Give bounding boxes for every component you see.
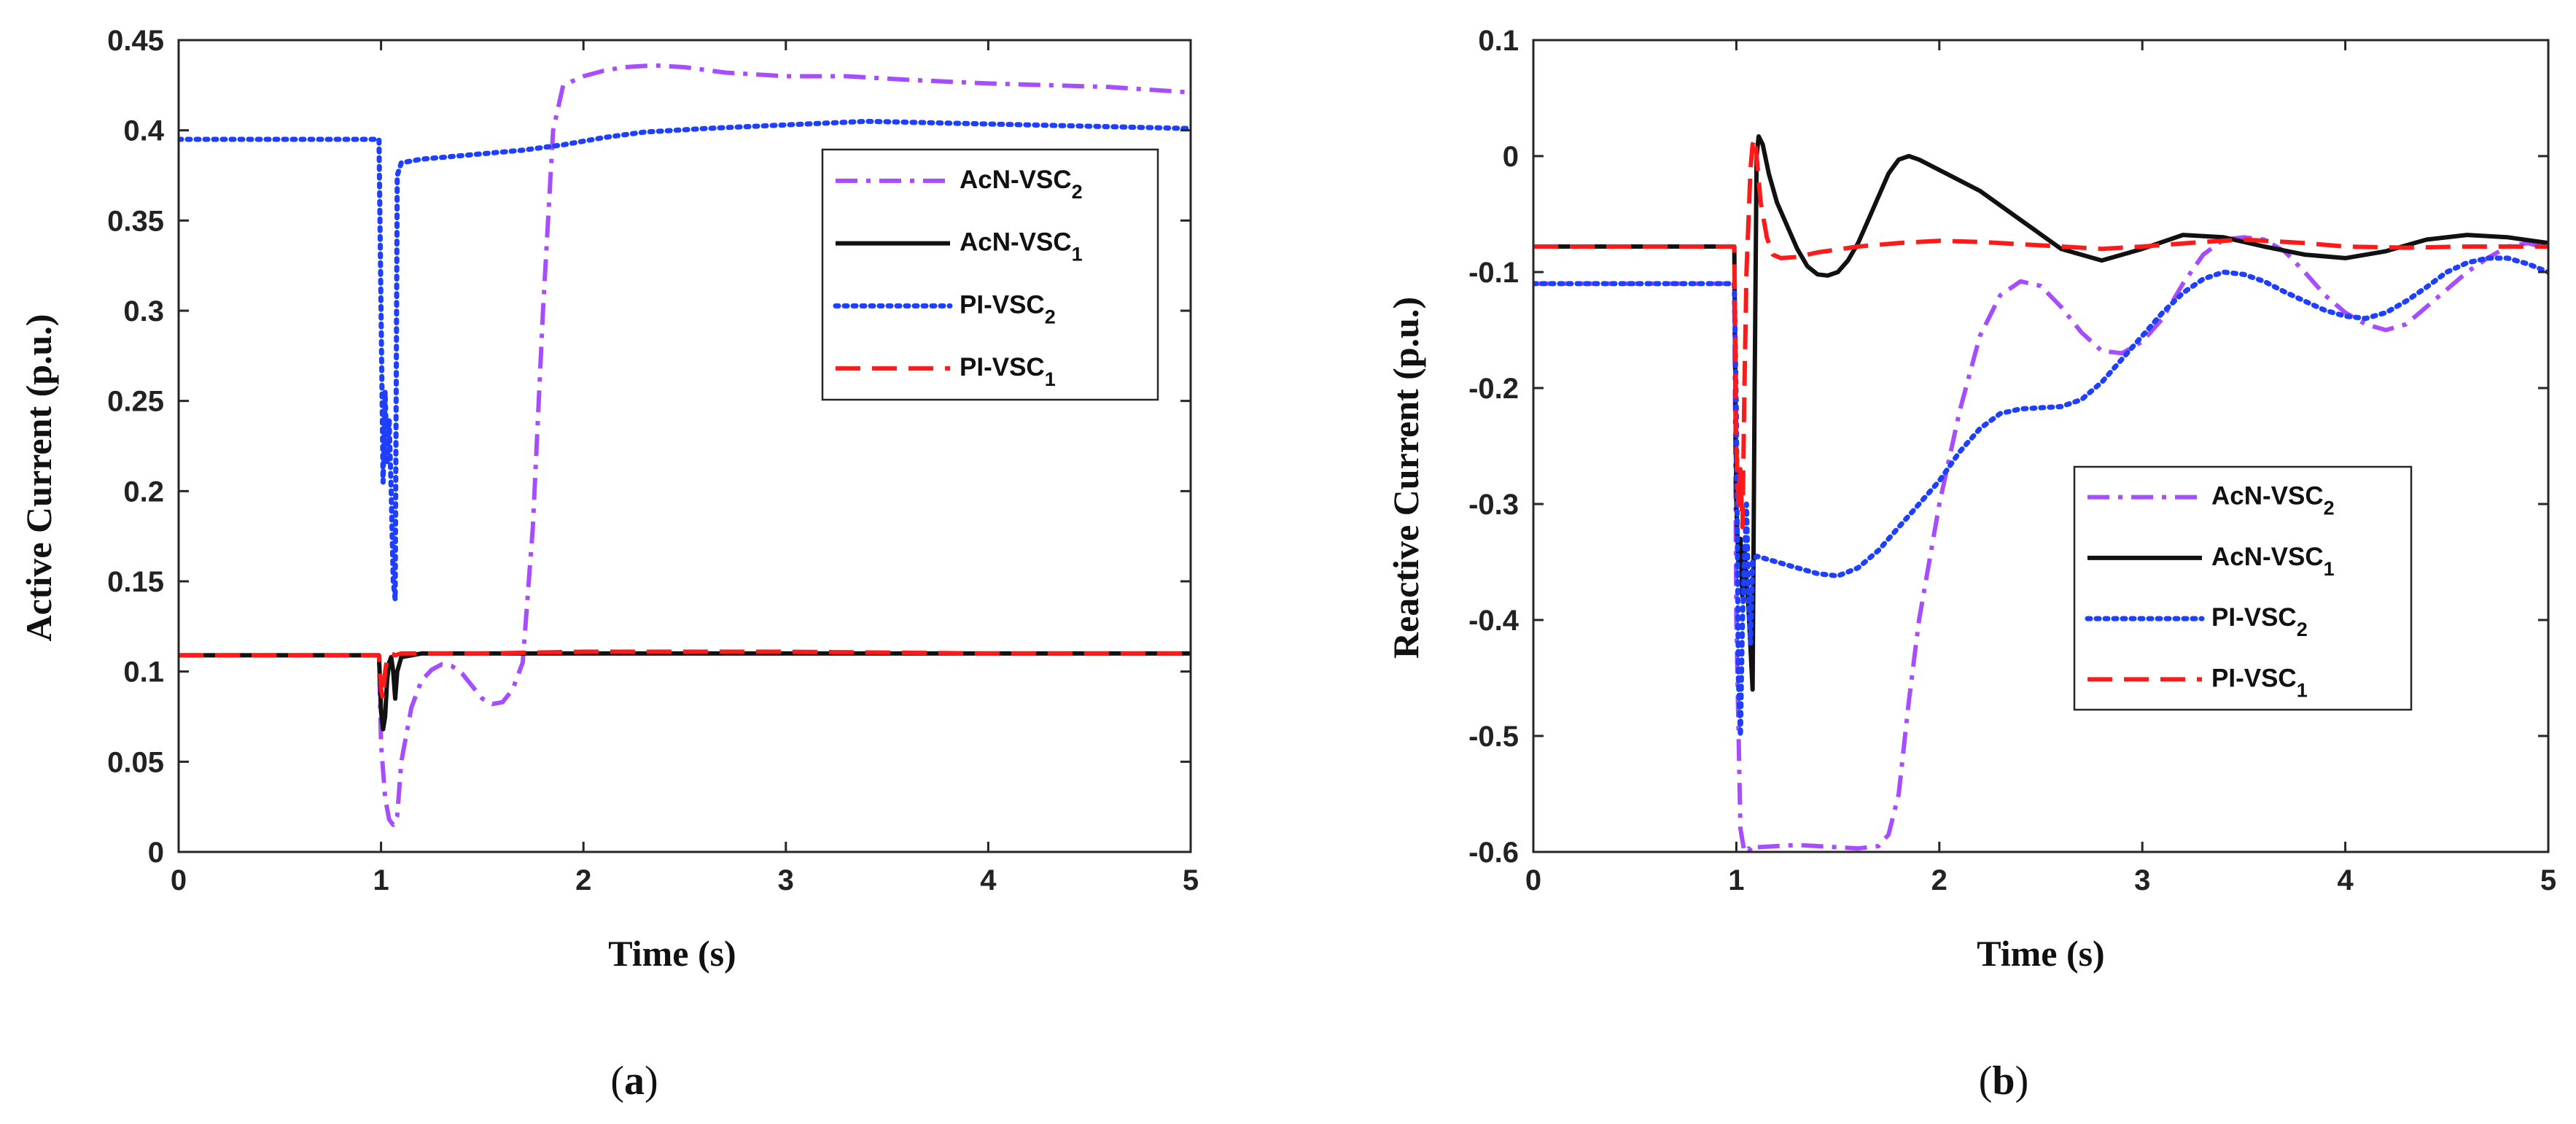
panel-a-plot: 0 1 2 3 4 5 0 0.05 0.1 0.15 0.2 0.25 0.3 0.35 0.4 0.45 A… bbox=[107, 25, 1199, 896]
panel-b-series-acn-vsc2 bbox=[1533, 235, 2548, 852]
panel-a-ytick-label: 0.35 bbox=[107, 205, 164, 237]
panel-a-series-pi-vsc1 bbox=[179, 649, 1191, 701]
panel-b-xtick-label: 5 bbox=[2540, 864, 2556, 896]
panel-b-ytick-label: -0.5 bbox=[1468, 721, 1519, 753]
panel-b-legend-label: PI-VSC2 bbox=[2211, 603, 2308, 640]
panel-a-legend-label: AcN-VSC2 bbox=[960, 166, 1083, 203]
panel-b: 0 1 2 3 4 5 -0.6 -0.5 -0.4 -0.3 -0.2 -0.1 0 0.1 AcN-VS… bbox=[1385, 25, 2556, 1104]
panel-b-xtick-label: 1 bbox=[1728, 864, 1744, 896]
panel-b-plot: 0 1 2 3 4 5 -0.6 -0.5 -0.4 -0.3 -0.2 -0.1 0 0.1 AcN-VS… bbox=[1468, 25, 2556, 896]
panel-b-axes-box bbox=[1532, 39, 2550, 853]
panel-b-legend-box bbox=[2073, 465, 2413, 711]
panel-b-ytick-label: 0.1 bbox=[1478, 25, 1519, 57]
panel-b-ytick-label: -0.4 bbox=[1468, 605, 1519, 637]
panel-b-ytick-label: 0 bbox=[1503, 141, 1519, 173]
panel-a-series-group bbox=[179, 63, 1191, 827]
panel-a-legend-box bbox=[821, 148, 1159, 401]
panel-a-legend-label: PI-VSC2 bbox=[960, 290, 1056, 327]
panel-a-axes-box bbox=[177, 39, 1192, 853]
panel-a-xlabel: Time (s) bbox=[608, 933, 736, 974]
panel-a-ytick-label: 0.4 bbox=[123, 115, 164, 147]
panel-b-xlabel: Time (s) bbox=[1977, 933, 2104, 974]
panel-b-caption-letter: b bbox=[1992, 1058, 2015, 1104]
panel-a-ytick-label: 0.05 bbox=[107, 746, 164, 778]
panel-a-legend-label: AcN-VSC1 bbox=[960, 228, 1083, 266]
panel-b-ytick-label: -0.1 bbox=[1468, 257, 1519, 289]
panel-a-legend-label: PI-VSC1 bbox=[960, 353, 1056, 390]
panel-a-xtick-label: 4 bbox=[980, 864, 997, 896]
panel-a-xtick-label: 1 bbox=[373, 864, 389, 896]
panel-b-legend-label: PI-VSC1 bbox=[2211, 664, 2308, 701]
panel-a-xtick-label: 5 bbox=[1183, 864, 1199, 896]
panel-a-ytick-label: 0.2 bbox=[123, 476, 164, 508]
panel-a-xtick-label: 3 bbox=[778, 864, 794, 896]
panel-b-caption: (b) bbox=[1979, 1058, 2028, 1104]
panel-b-ytick-label: -0.3 bbox=[1468, 489, 1519, 521]
panel-a-ytick-label: 0.45 bbox=[107, 25, 164, 57]
panel-a: 0 1 2 3 4 5 0 0.05 0.1 0.15 0.2 0.25 0.3 0.35 0.4 0.45 A… bbox=[18, 25, 1199, 1104]
panel-a-ytick-label: 0.3 bbox=[123, 295, 164, 327]
panel-b-ytick-label: -0.2 bbox=[1468, 373, 1519, 405]
panel-b-xtick-label: 2 bbox=[1931, 864, 1947, 896]
panel-b-xtick-label: 0 bbox=[1525, 864, 1541, 896]
panel-b-xtick-label: 3 bbox=[2134, 864, 2150, 896]
panel-b-xtick-label: 4 bbox=[2337, 864, 2354, 896]
panel-b-plot-area bbox=[1533, 40, 2548, 852]
panel-a-caption: (a) bbox=[610, 1058, 658, 1104]
panel-a-series-pi-vsc2 bbox=[179, 118, 1191, 602]
panel-b-legend-label: AcN-VSC1 bbox=[2211, 543, 2335, 580]
panel-a-xtick-label: 0 bbox=[171, 864, 187, 896]
panel-a-legend: AcN-VSC2 AcN-VSC1 PI-VSC2 PI-VSC1 bbox=[821, 148, 1159, 401]
panel-a-ylabel: Active Current (p.u.) bbox=[18, 314, 59, 642]
panel-b-ytick-label: -0.6 bbox=[1468, 837, 1519, 869]
panel-a-series-acn-vsc2 bbox=[179, 63, 1191, 827]
panel-b-series-pi-vsc2 bbox=[1533, 255, 2548, 739]
panel-a-ytick-label: 0.25 bbox=[107, 386, 164, 418]
panel-a-xtick-label: 2 bbox=[575, 864, 591, 896]
panel-b-series-pi-vsc1 bbox=[1533, 136, 2548, 530]
panel-b-ylabel: Reactive Current (p.u.) bbox=[1385, 297, 1426, 659]
panel-a-ytick-label: 0.15 bbox=[107, 566, 164, 598]
panel-a-ytick-label: 0.1 bbox=[123, 656, 164, 689]
panel-a-caption-letter: a bbox=[624, 1058, 645, 1104]
panel-a-ytick-label: 0 bbox=[148, 837, 164, 869]
panel-b-legend: AcN-VSC2 AcN-VSC1 PI-VSC2 PI-VSC1 bbox=[2073, 465, 2413, 711]
panel-b-series-group bbox=[1533, 134, 2548, 852]
panel-b-legend-label: AcN-VSC2 bbox=[2211, 482, 2335, 519]
